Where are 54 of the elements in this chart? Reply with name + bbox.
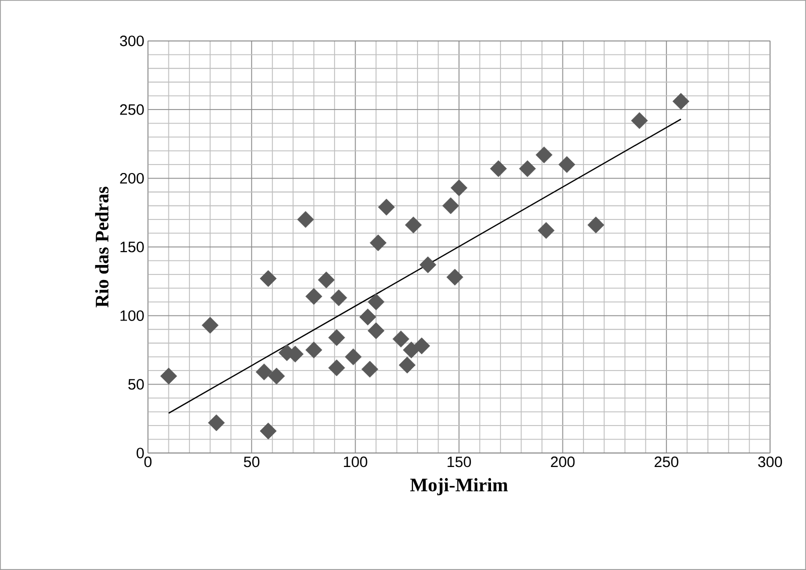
x-tick-label: 100 (344, 456, 368, 468)
point (328, 359, 346, 376)
point (672, 92, 690, 110)
point (328, 329, 346, 346)
point (368, 322, 384, 340)
point (368, 294, 384, 310)
point (420, 256, 436, 274)
point (404, 216, 422, 234)
point (318, 272, 335, 288)
x-tick-label: 150 (448, 456, 471, 468)
point (160, 368, 178, 385)
point (305, 288, 322, 305)
y-tick-label: 50 (128, 379, 144, 390)
x-tick-label: 0 (144, 456, 152, 468)
point (587, 216, 604, 234)
x-tick-label: 300 (758, 456, 782, 468)
point (359, 308, 376, 326)
point (370, 234, 387, 252)
point (558, 156, 576, 173)
point (361, 360, 378, 378)
point (260, 270, 277, 287)
x-axis-title: Moji-Mirim (410, 478, 508, 496)
point (392, 330, 410, 348)
y-tick-label: 250 (120, 104, 144, 115)
point (260, 422, 277, 440)
point (398, 356, 416, 374)
point (256, 364, 272, 380)
point (344, 348, 362, 366)
y-tick-label: 300 (120, 36, 144, 46)
point (378, 198, 395, 216)
x-tick-label: 250 (654, 456, 678, 468)
point (631, 112, 648, 130)
point (442, 197, 460, 214)
y-tick-label: 100 (120, 310, 144, 321)
point (330, 289, 348, 306)
x-tick-label: 200 (550, 456, 575, 468)
y-axis-title: Rio das Pedras (95, 186, 109, 308)
point (490, 160, 507, 178)
point (538, 222, 555, 239)
y-tick-label: 150 (120, 242, 144, 252)
point (413, 337, 430, 354)
point (519, 160, 536, 178)
point (305, 342, 322, 358)
point (208, 414, 225, 432)
point (297, 211, 314, 228)
x-tick-label: 50 (244, 456, 260, 468)
point (268, 368, 285, 385)
y-tick-label: 200 (120, 172, 144, 184)
point (450, 180, 468, 196)
point (536, 146, 552, 164)
point (202, 316, 219, 334)
point (402, 342, 420, 358)
y-tick-label: 0 (136, 448, 144, 458)
point (446, 268, 464, 286)
